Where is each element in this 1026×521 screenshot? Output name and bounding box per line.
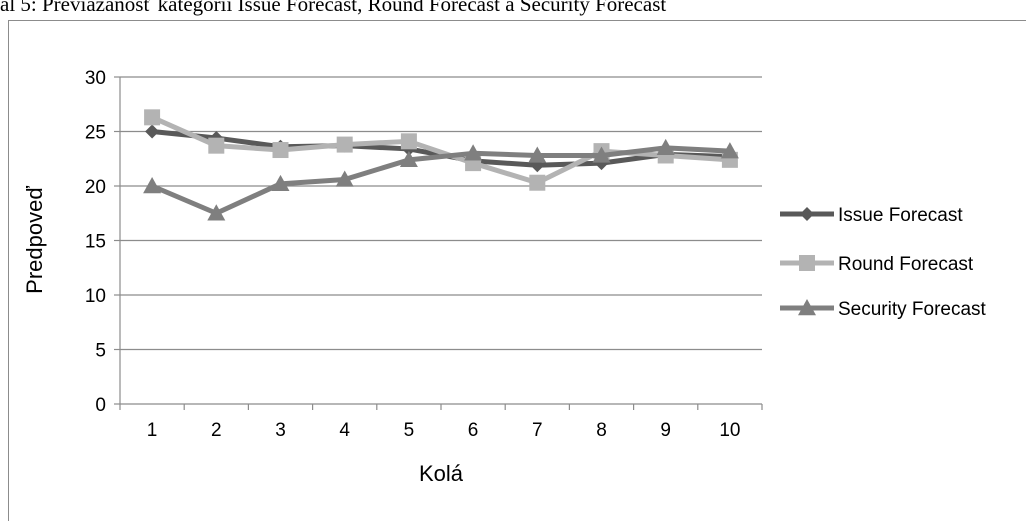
x-tick-label: 5	[404, 420, 415, 441]
legend-item: Issue Forecast	[780, 205, 963, 226]
series-line	[151, 145, 731, 216]
data-point	[207, 204, 226, 221]
data-point	[399, 150, 418, 168]
figure-caption: ál 5: Previazanosť kategórií Issue Forec…	[0, 0, 667, 16]
data-point	[592, 146, 611, 163]
y-axis-title: Predpoveď	[22, 186, 47, 294]
data-point	[400, 133, 417, 150]
data-point	[656, 138, 675, 156]
legend-marker	[798, 299, 816, 316]
data-point	[464, 144, 483, 161]
chart-frame	[8, 20, 1026, 521]
y-tick-label: 10	[85, 286, 106, 307]
x-tick-label: 10	[719, 420, 740, 441]
x-tick-label: 2	[211, 420, 222, 441]
x-tick-label: 6	[468, 420, 479, 441]
legend-item: Security Forecast	[780, 299, 987, 320]
x-tick-label: 7	[532, 420, 543, 441]
x-tick-label: 3	[275, 420, 286, 441]
x-tick-label: 1	[147, 420, 158, 441]
data-point	[720, 142, 739, 159]
x-tick-labels: 1 2 3 4 5 6 7 8 9 10	[147, 420, 741, 441]
data-point	[335, 170, 354, 187]
data-point	[271, 174, 290, 192]
y-tick-label: 15	[85, 232, 106, 253]
legend-label: Round Forecast	[838, 254, 974, 275]
y-tick-labels: 0 5 10 15 20 25 30	[85, 68, 106, 416]
x-tick-label: 9	[660, 420, 671, 441]
y-tick-label: 0	[95, 395, 106, 416]
axes	[114, 76, 763, 410]
y-tick-label: 5	[95, 341, 106, 362]
x-axis-title: Kolá	[419, 461, 464, 486]
legend-marker	[800, 207, 814, 221]
data-point	[336, 136, 353, 153]
x-tick-label: 8	[596, 420, 607, 441]
data-point	[272, 142, 289, 159]
data-point	[143, 177, 162, 194]
legend-marker	[799, 255, 815, 271]
y-tick-label: 30	[85, 68, 106, 89]
legend-item: Round Forecast	[780, 254, 974, 275]
legend-label: Issue Forecast	[838, 205, 963, 226]
data-point	[529, 174, 546, 191]
x-tick-label: 4	[339, 420, 350, 441]
legend: Issue Forecast Round Forecast Security For…	[780, 205, 987, 320]
y-tick-label: 25	[85, 123, 106, 144]
data-point	[144, 109, 161, 126]
series-lines	[143, 109, 739, 221]
data-point	[145, 124, 160, 139]
data-point	[528, 146, 547, 163]
gridlines	[120, 76, 762, 351]
series-security-forecast	[143, 138, 739, 221]
y-tick-label: 20	[85, 177, 106, 198]
data-point	[208, 137, 225, 154]
legend-label: Security Forecast	[838, 299, 987, 320]
